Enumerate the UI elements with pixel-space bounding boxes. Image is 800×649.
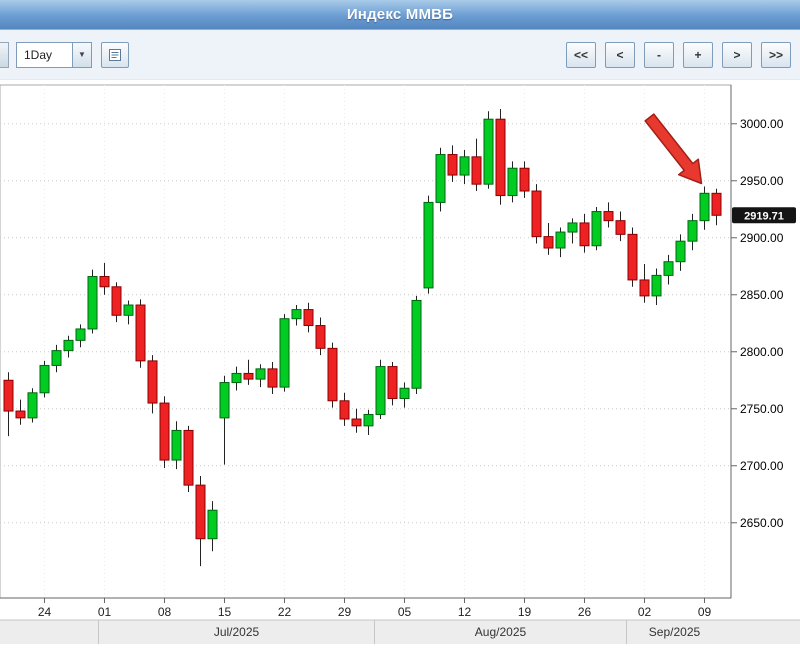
timeframe-value: 1Day [16,41,72,68]
svg-text:Jul/2025: Jul/2025 [214,625,260,639]
scroll-left-button[interactable]: < [605,41,635,68]
svg-text:01: 01 [98,605,112,619]
toolbar-left-group: 1Day ▼ [0,41,129,68]
chevron-down-icon: ▼ [78,50,86,59]
zoom-in-button[interactable]: + [683,41,713,68]
candlestick-chart[interactable]: 2650.00 2700.00 2750.00 2800.00 2850.00 2900.… [0,80,800,644]
chart-title: Индекс ММВБ [346,6,454,23]
toolbar: 1Day ▼ << < - + > [0,30,800,80]
svg-text:26: 26 [578,605,592,619]
last-price-tag: 2919.71 [732,207,796,224]
plot-area[interactable] [0,84,732,599]
svg-text:Sep/2025: Sep/2025 [649,625,701,639]
svg-text:24: 24 [38,605,52,619]
svg-text:2650.00: 2650.00 [740,516,784,530]
svg-text:2750.00: 2750.00 [740,402,784,416]
svg-text:15: 15 [218,605,232,619]
svg-text:Aug/2025: Aug/2025 [475,625,527,639]
scroll-right-button[interactable]: > [722,41,752,68]
svg-text:3000.00: 3000.00 [740,117,784,131]
scroll-left-fast-button[interactable]: << [566,41,596,68]
svg-text:22: 22 [278,605,292,619]
scroll-right-fast-button[interactable]: >> [761,41,791,68]
svg-text:09: 09 [698,605,712,619]
svg-text:02: 02 [638,605,652,619]
zoom-out-button[interactable]: - [644,41,674,68]
svg-text:12: 12 [458,605,472,619]
panel-handle-button[interactable] [0,41,9,68]
svg-text:29: 29 [338,605,352,619]
price-axis-labels: 2650.00 2700.00 2750.00 2800.00 2850.00 2900.… [731,117,784,530]
candles [3,108,722,567]
timeframe-combo[interactable]: 1Day ▼ [16,41,92,68]
timeframe-dropdown-button[interactable]: ▼ [72,41,92,68]
time-axis-labels: 24 01 08 15 22 29 05 12 19 26 02 09 [38,598,712,619]
indicators-button[interactable] [101,41,129,68]
title-bar: Индекс ММВБ [0,0,800,30]
svg-text:05: 05 [398,605,412,619]
svg-text:2900.00: 2900.00 [740,231,784,245]
indicators-list-icon [108,48,122,62]
svg-text:2950.00: 2950.00 [740,174,784,188]
svg-text:08: 08 [158,605,172,619]
svg-text:2700.00: 2700.00 [740,459,784,473]
time-gridlines [44,85,705,598]
svg-text:2800.00: 2800.00 [740,345,784,359]
svg-text:19: 19 [518,605,532,619]
svg-text:2919.71: 2919.71 [744,210,784,222]
month-strip: Jul/2025 Aug/2025 Sep/2025 [0,619,800,644]
svg-text:2850.00: 2850.00 [740,288,784,302]
trend-arrow-annotation [644,113,703,185]
chart-area[interactable]: 2650.00 2700.00 2750.00 2800.00 2850.00 2900.… [0,80,800,644]
toolbar-nav-group: << < - + > >> [557,41,791,68]
